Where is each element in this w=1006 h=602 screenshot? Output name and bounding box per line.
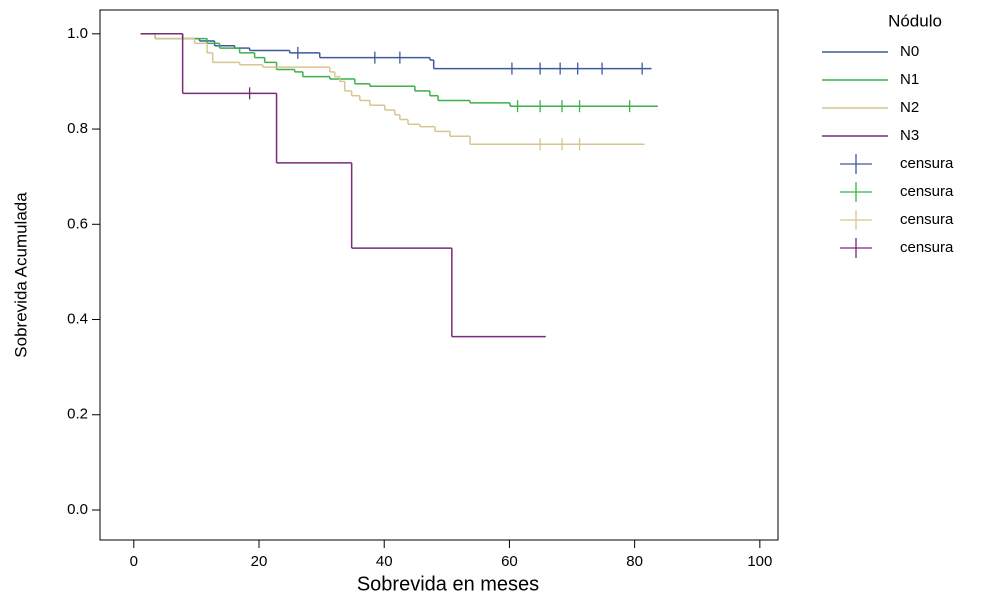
y-tick-label: 0.4: [67, 310, 88, 327]
y-axis-label: Sobrevida Acumulada: [11, 192, 30, 358]
legend-label: N2: [900, 99, 919, 116]
legend-label: censura: [900, 211, 954, 228]
x-tick-label: 60: [501, 553, 518, 570]
legend-label: N1: [900, 71, 919, 88]
legend-label: N0: [900, 43, 919, 60]
x-tick-label: 0: [130, 553, 138, 570]
y-tick-label: 0.0: [67, 501, 88, 518]
x-tick-label: 100: [747, 553, 772, 570]
x-axis-label: Sobrevida en meses: [357, 573, 539, 595]
x-tick-label: 40: [376, 553, 393, 570]
y-tick-label: 0.6: [67, 215, 88, 232]
x-tick-label: 80: [626, 553, 643, 570]
x-tick-label: 20: [251, 553, 268, 570]
y-tick-label: 0.2: [67, 406, 88, 423]
y-tick-label: 1.0: [67, 25, 88, 42]
legend-label: censura: [900, 183, 954, 200]
legend-label: censura: [900, 155, 954, 172]
y-tick-label: 0.8: [67, 120, 88, 137]
legend-label: censura: [900, 239, 954, 256]
legend-title: Nódulo: [888, 11, 942, 30]
plot-frame: [99, 9, 779, 541]
legend-label: N3: [900, 127, 919, 144]
